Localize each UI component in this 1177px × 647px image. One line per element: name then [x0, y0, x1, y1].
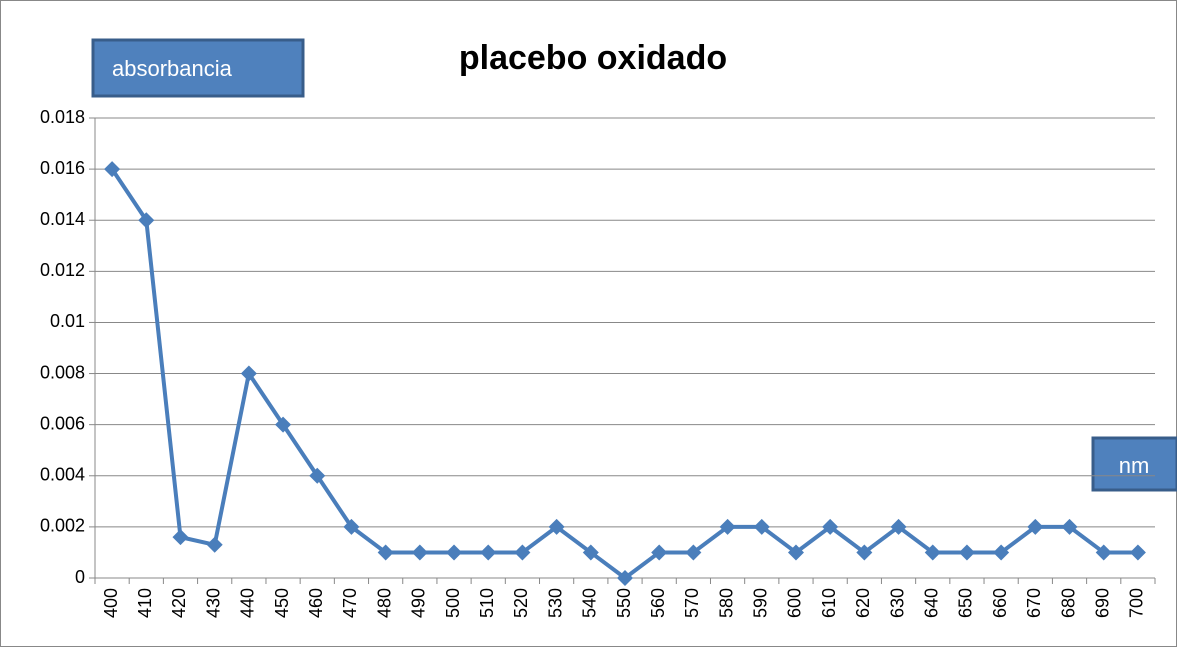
x-tick-label: 660	[990, 588, 1010, 618]
x-tick-label: 580	[716, 588, 736, 618]
marker	[719, 518, 736, 535]
marker	[1129, 544, 1146, 561]
marker	[411, 544, 428, 561]
marker	[377, 544, 394, 561]
marker	[924, 544, 941, 561]
x-tick-label: 640	[921, 588, 941, 618]
marker	[856, 544, 873, 561]
x-tick-label: 620	[853, 588, 873, 618]
x-tick-label: 670	[1024, 588, 1044, 618]
marker	[890, 518, 907, 535]
x-tick-label: 530	[545, 588, 565, 618]
x-tick-label: 690	[1092, 588, 1112, 618]
marker	[275, 416, 292, 433]
y-tick-label: 0.004	[40, 465, 85, 485]
x-tick-label: 410	[135, 588, 155, 618]
x-tick-label: 430	[203, 588, 223, 618]
marker	[480, 544, 497, 561]
marker	[582, 544, 599, 561]
x-tick-label: 440	[238, 588, 258, 618]
x-tick-label: 490	[409, 588, 429, 618]
marker	[753, 518, 770, 535]
y-tick-label: 0.014	[40, 209, 85, 229]
marker	[787, 544, 804, 561]
chart-title: placebo oxidado	[459, 39, 727, 77]
marker	[822, 518, 839, 535]
y-axis-label-box	[91, 38, 305, 98]
marker	[138, 212, 155, 229]
y-tick-label: 0.016	[40, 158, 85, 178]
x-tick-label: 700	[1127, 588, 1147, 618]
y-tick-label: 0.012	[40, 260, 85, 280]
marker	[343, 518, 360, 535]
marker	[685, 544, 702, 561]
x-tick-label: 560	[648, 588, 668, 618]
marker	[240, 365, 257, 382]
x-tick-label: 680	[1058, 588, 1078, 618]
marker	[104, 161, 121, 178]
x-tick-label: 540	[580, 588, 600, 618]
x-tick-label: 520	[511, 588, 531, 618]
y-tick-label: 0.018	[40, 107, 85, 127]
marker	[548, 518, 565, 535]
x-tick-label: 460	[306, 588, 326, 618]
marker	[1027, 518, 1044, 535]
marker	[514, 544, 531, 561]
x-axis-label: nm	[1119, 453, 1150, 478]
y-tick-label: 0.01	[50, 311, 85, 331]
x-tick-label: 450	[272, 588, 292, 618]
x-tick-label: 650	[956, 588, 976, 618]
marker	[958, 544, 975, 561]
x-tick-label: 630	[887, 588, 907, 618]
marker	[309, 467, 326, 484]
marker	[172, 529, 189, 546]
x-tick-label: 600	[785, 588, 805, 618]
x-tick-label: 510	[477, 588, 497, 618]
marker	[446, 544, 463, 561]
marker	[1095, 544, 1112, 561]
x-axis-label-box	[1091, 436, 1177, 492]
x-tick-label: 610	[819, 588, 839, 618]
y-tick-label: 0.002	[40, 516, 85, 536]
marker	[1061, 518, 1078, 535]
marker	[993, 544, 1010, 561]
marker	[206, 536, 223, 553]
x-tick-label: 550	[614, 588, 634, 618]
y-axis-label: absorbancia	[112, 56, 233, 81]
x-tick-label: 590	[751, 588, 771, 618]
y-tick-label: 0.008	[40, 362, 85, 382]
x-tick-label: 480	[374, 588, 394, 618]
x-tick-label: 470	[340, 588, 360, 618]
x-tick-label: 500	[443, 588, 463, 618]
y-tick-label: 0.006	[40, 413, 85, 433]
marker	[651, 544, 668, 561]
x-tick-label: 420	[169, 588, 189, 618]
x-tick-label: 400	[101, 588, 121, 618]
y-tick-label: 0	[75, 567, 85, 587]
marker	[617, 570, 633, 586]
x-tick-label: 570	[682, 588, 702, 618]
